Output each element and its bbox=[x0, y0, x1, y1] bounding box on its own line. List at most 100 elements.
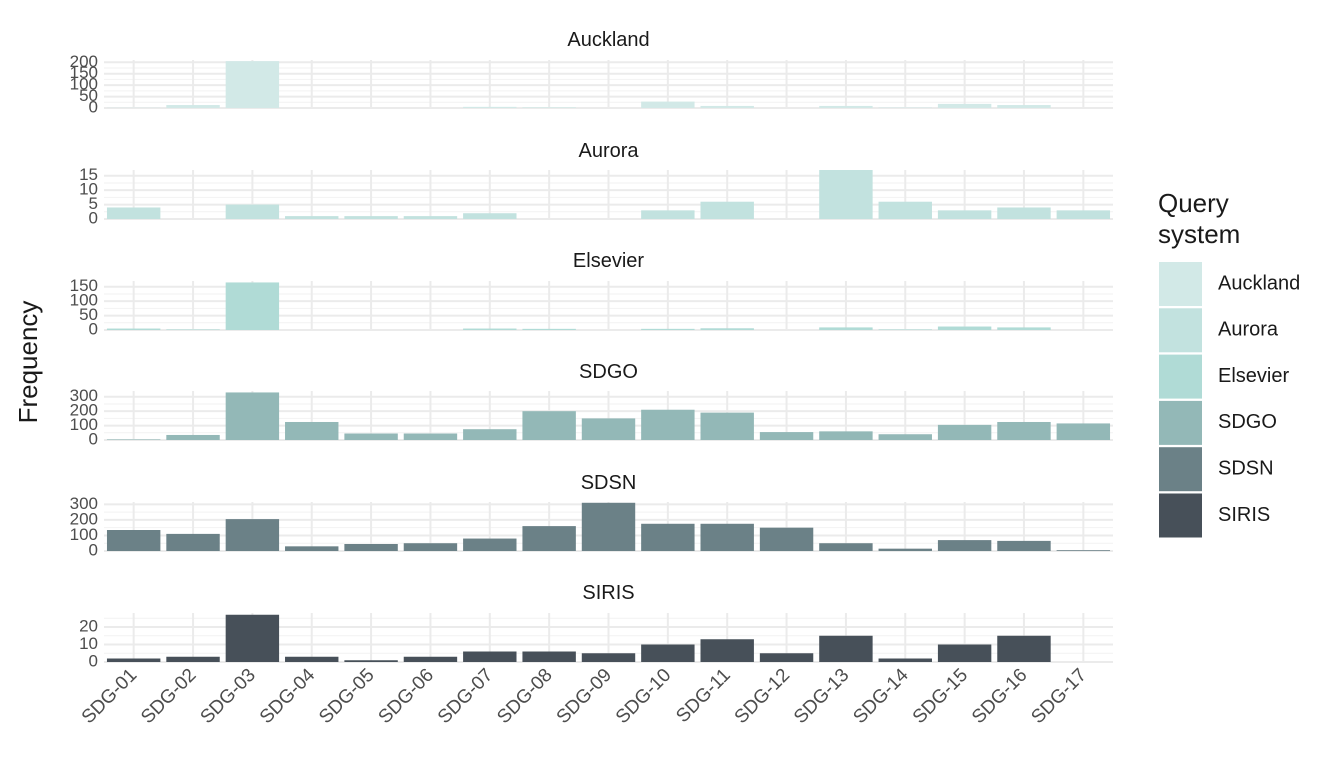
y-tick-label: 300 bbox=[70, 494, 98, 513]
legend-item-sdgo: SDGO bbox=[1159, 400, 1277, 445]
bar-sdsn-sdg-01 bbox=[106, 530, 161, 551]
bar-sdgo-sdg-11 bbox=[700, 412, 754, 440]
bar-siris-sdg-15 bbox=[937, 644, 992, 662]
bar-siris-sdg-10 bbox=[641, 644, 695, 662]
bar-aurora-sdg-13 bbox=[819, 170, 873, 219]
y-tick-label: 0 bbox=[89, 319, 98, 338]
bar-sdsn-sdg-17 bbox=[1056, 550, 1111, 551]
x-tick-label: SDG-01 bbox=[78, 665, 141, 728]
legend: Query system Auckland Aurora Elsevier SDGO S… bbox=[1158, 188, 1300, 538]
bar-aurora-sdg-03 bbox=[225, 204, 280, 219]
bar-elsevier-sdg-07 bbox=[463, 328, 517, 330]
y-tick-label: 10 bbox=[79, 180, 98, 199]
bar-siris-sdg-12 bbox=[759, 653, 814, 662]
bar-sdgo-sdg-13 bbox=[819, 431, 873, 440]
bar-siris-sdg-08 bbox=[522, 651, 576, 662]
legend-item-aurora: Aurora bbox=[1159, 308, 1279, 353]
bar-elsevier-sdg-13 bbox=[819, 327, 873, 330]
bar-sdgo-sdg-08 bbox=[522, 411, 576, 440]
bar-sdsn-sdg-13 bbox=[819, 543, 873, 551]
bar-sdgo-sdg-04 bbox=[285, 421, 339, 440]
legend-title-line-1: Query bbox=[1158, 188, 1229, 218]
legend-title-line-2: system bbox=[1158, 219, 1240, 249]
legend-swatch bbox=[1159, 262, 1202, 306]
bar-aurora-sdg-15 bbox=[937, 210, 992, 219]
x-tick-label: SDG-11 bbox=[672, 665, 734, 727]
bar-aurora-sdg-14 bbox=[878, 201, 932, 219]
bar-sdsn-sdg-12 bbox=[759, 527, 814, 551]
bar-auckland-sdg-15 bbox=[937, 103, 992, 108]
x-tick-label: SDG-13 bbox=[790, 665, 853, 728]
bar-sdgo-sdg-15 bbox=[937, 424, 992, 440]
bar-aurora-sdg-01 bbox=[106, 207, 161, 219]
y-tick-label: 300 bbox=[70, 386, 98, 405]
bar-elsevier-sdg-11 bbox=[700, 328, 754, 330]
bar-aurora-sdg-04 bbox=[285, 216, 339, 219]
x-axis: SDG-01SDG-02SDG-03SDG-04SDG-05SDG-06SDG-… bbox=[78, 664, 1091, 728]
legend-swatch bbox=[1159, 493, 1202, 538]
legend-label: Aurora bbox=[1218, 319, 1279, 341]
bar-elsevier-sdg-08 bbox=[522, 328, 576, 330]
bar-siris-sdg-09 bbox=[581, 653, 636, 662]
y-tick-label: 0 bbox=[89, 429, 98, 448]
bar-sdsn-sdg-09 bbox=[581, 502, 636, 551]
y-tick-label: 5 bbox=[89, 194, 98, 213]
bar-siris-sdg-13 bbox=[819, 635, 873, 662]
bar-siris-sdg-02 bbox=[166, 656, 220, 662]
x-tick-label: SDG-12 bbox=[731, 665, 794, 728]
y-tick-label: 0 bbox=[89, 208, 98, 227]
bar-aurora-sdg-06 bbox=[403, 216, 458, 219]
bar-sdgo-sdg-07 bbox=[463, 429, 517, 440]
bar-sdsn-sdg-08 bbox=[522, 526, 576, 551]
x-tick-label: SDG-05 bbox=[315, 665, 378, 728]
legend-item-siris: SIRIS bbox=[1159, 493, 1270, 538]
legend-item-sdsn: SDSN bbox=[1159, 447, 1274, 492]
bar-aurora-sdg-16 bbox=[997, 207, 1051, 219]
y-tick-label: 150 bbox=[70, 276, 98, 295]
bar-siris-sdg-11 bbox=[700, 639, 754, 662]
bar-auckland-sdg-07 bbox=[463, 106, 517, 108]
y-tick-label: 100 bbox=[70, 415, 98, 434]
facet-title: SIRIS bbox=[582, 582, 634, 604]
x-tick-label: SDG-04 bbox=[256, 664, 320, 728]
bar-aurora-sdg-10 bbox=[641, 210, 695, 219]
x-tick-label: SDG-03 bbox=[197, 665, 260, 728]
legend-item-auckland: Auckland bbox=[1159, 262, 1300, 306]
x-tick-label: SDG-07 bbox=[434, 665, 497, 728]
bar-elsevier-sdg-15 bbox=[937, 326, 992, 330]
bar-elsevier-sdg-01 bbox=[106, 328, 161, 330]
y-tick-label: 0 bbox=[89, 97, 98, 116]
bar-sdgo-sdg-05 bbox=[344, 433, 398, 440]
y-tick-label: 200 bbox=[70, 401, 98, 420]
bar-sdsn-sdg-15 bbox=[937, 540, 992, 551]
bar-sdgo-sdg-16 bbox=[997, 421, 1051, 440]
bar-auckland-sdg-10 bbox=[641, 101, 695, 108]
x-tick-label: SDG-15 bbox=[909, 665, 972, 728]
bar-elsevier-sdg-10 bbox=[641, 328, 695, 330]
bar-sdsn-sdg-05 bbox=[344, 544, 398, 551]
bar-elsevier-sdg-02 bbox=[166, 329, 220, 330]
bar-sdgo-sdg-09 bbox=[581, 418, 636, 440]
bar-elsevier-sdg-03 bbox=[225, 282, 280, 330]
legend-swatch bbox=[1159, 447, 1202, 492]
bar-elsevier-sdg-14 bbox=[878, 329, 932, 330]
bar-sdsn-sdg-04 bbox=[285, 546, 339, 551]
y-tick-label: 200 bbox=[70, 509, 98, 528]
x-tick-label: SDG-06 bbox=[375, 665, 438, 728]
y-tick-label: 0 bbox=[89, 540, 98, 559]
bar-auckland-sdg-02 bbox=[166, 105, 220, 108]
x-tick-label: SDG-10 bbox=[612, 665, 675, 728]
facet-title: SDSN bbox=[581, 472, 637, 494]
y-tick-label: 20 bbox=[79, 616, 98, 635]
legend-swatch bbox=[1159, 308, 1202, 353]
bar-sdgo-sdg-17 bbox=[1056, 423, 1111, 440]
legend-swatch bbox=[1159, 354, 1202, 399]
y-tick-label: 100 bbox=[70, 75, 98, 94]
facet-title: Aurora bbox=[578, 140, 639, 162]
y-tick-label: 50 bbox=[79, 86, 98, 105]
bar-sdgo-sdg-14 bbox=[878, 434, 932, 440]
